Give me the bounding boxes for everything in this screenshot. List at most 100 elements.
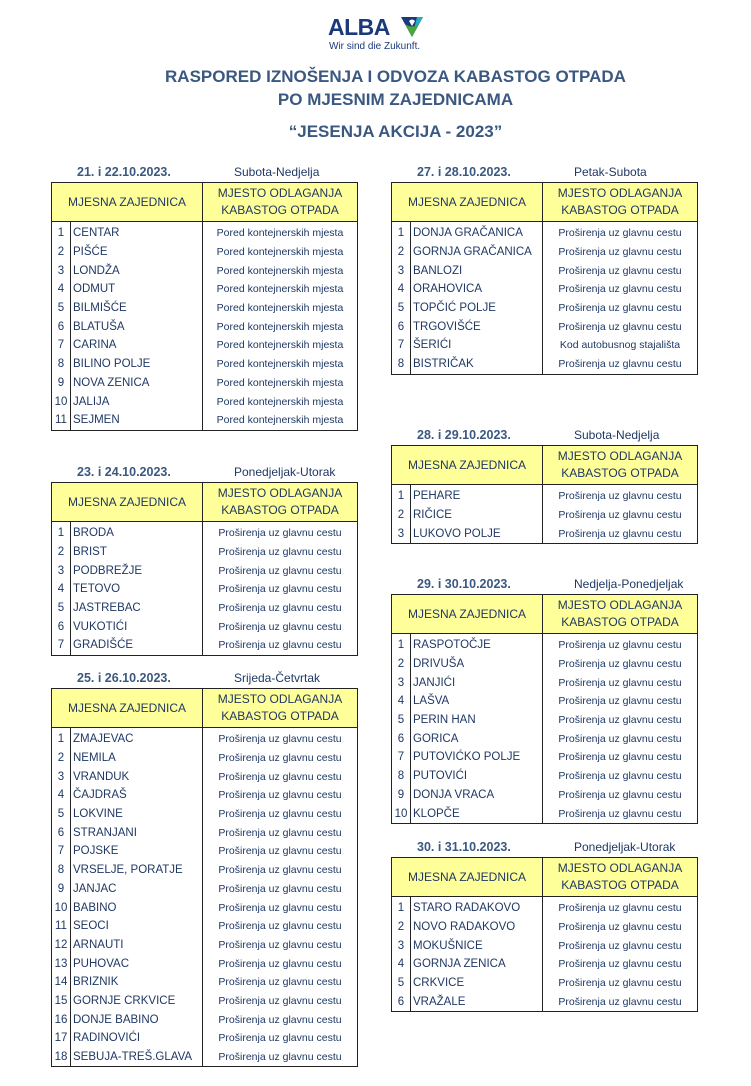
row-number: 9 <box>391 785 411 805</box>
community-name: LONDŽA <box>70 261 203 281</box>
header-place-line1: MJESTO ODLAGANJA <box>557 861 683 875</box>
community-name: POJSKE <box>70 842 203 861</box>
header-place: MJESTO ODLAGANJA KABASTOG OTPADA <box>542 857 698 897</box>
alba-logo: ALBA Wir sind die Zukunft. <box>328 14 428 54</box>
disposal-place: Proširenja uz glavnu cestu <box>218 920 342 933</box>
schedule-date: 25. i 26.10.2023. <box>77 671 171 685</box>
schedule-date: 23. i 24.10.2023. <box>77 465 171 479</box>
table-row: 2 RIČICE Proširenja uz glavnu cestu <box>391 505 698 525</box>
row-number: 9 <box>51 879 71 899</box>
table-row: 4 ODMUT Pored kontejnerskih mjesta <box>51 280 358 299</box>
schedule-table: MJESNA ZAJEDNICA MJESTO ODLAGANJA KABASTOG… <box>391 594 698 824</box>
community-name: PODBREŽJE <box>70 561 203 581</box>
row-number: 5 <box>391 298 411 318</box>
disposal-place: Proširenja uz glavnu cestu <box>218 864 342 877</box>
disposal-place: Proširenja uz glavnu cestu <box>558 977 682 990</box>
community-name: VRSELJE, PORATJE <box>70 860 203 880</box>
community-name: STRANJANI <box>70 823 203 843</box>
row-number: 6 <box>391 992 411 1012</box>
disposal-place: Proširenja uz glavnu cestu <box>218 1013 342 1026</box>
disposal-place: Proširenja uz glavnu cestu <box>218 938 342 951</box>
schedule-block: 25. i 26.10.2023. Srijeda-Četvrtak MJESNA … <box>51 668 358 1068</box>
row-number: 3 <box>391 261 411 281</box>
community-name: PUTOVIĆKO POLJE <box>410 748 543 767</box>
community-name: LOKVINE <box>70 804 203 824</box>
disposal-place: Proširenja uz glavnu cestu <box>558 902 682 915</box>
table-row: 10 KLOPČE Proširenja uz glavnu cestu <box>391 804 698 824</box>
row-number: 3 <box>391 936 411 956</box>
disposal-place: Proširenja uz glavnu cestu <box>218 882 342 895</box>
disposal-place: Proširenja uz glavnu cestu <box>558 807 682 820</box>
schedule-days: Petak-Subota <box>574 165 647 179</box>
row-number: 1 <box>391 221 411 243</box>
table-row: 6 TRGOVIŠĆE Proširenja uz glavnu cestu <box>391 317 698 337</box>
disposal-place: Proširenja uz glavnu cestu <box>218 770 342 783</box>
schedule-date: 21. i 22.10.2023. <box>77 165 171 179</box>
disposal-place: Proširenja uz glavnu cestu <box>218 994 342 1007</box>
disposal-place: Pored kontejnerskih mjesta <box>216 227 344 240</box>
disposal-place: Pored kontejnerskih mjesta <box>216 283 344 296</box>
community-name: RASPOTOČJE <box>410 633 543 655</box>
schedule-days: Nedjelja-Ponedjeljak <box>574 577 684 591</box>
community-name: DONJA GRAČANICA <box>410 221 543 243</box>
header-place-line1: MJESTO ODLAGANJA <box>557 186 683 200</box>
table-row: 18 SEBUJA-TREŠ.GLAVA Proširenja uz glavnu … <box>51 1047 358 1067</box>
community-name: SEBUJA-TREŠ.GLAVA <box>70 1047 203 1067</box>
row-number: 6 <box>51 617 71 637</box>
table-row: 5 PERIN HAN Proširenja uz glavnu cestu <box>391 710 698 730</box>
table-header-row: MJESNA ZAJEDNICA MJESTO ODLAGANJA KABASTOG… <box>391 445 698 485</box>
community-name: PUTOVIĆI <box>410 766 543 786</box>
table-row: 2 NEMILA Proširenja uz glavnu cestu <box>51 748 358 768</box>
table-row: 2 NOVO RADAKOVO Proširenja uz glavnu cestu <box>391 917 698 937</box>
header-place-line1: MJESTO ODLAGANJA <box>217 486 343 500</box>
community-name: DONJE BABINO <box>70 1010 203 1029</box>
community-name: DRIVUŠA <box>410 654 543 674</box>
row-number: 6 <box>391 317 411 337</box>
page-subtitle: “JESENJA AKCIJA - 2023” <box>288 122 503 141</box>
disposal-place: Proširenja uz glavnu cestu <box>218 564 342 577</box>
row-number: 15 <box>51 991 71 1011</box>
schedule-heading: 27. i 28.10.2023. Petak-Subota <box>391 162 698 182</box>
community-name: LAŠVA <box>410 692 543 711</box>
disposal-place: Proširenja uz glavnu cestu <box>558 939 682 952</box>
disposal-place: Proširenja uz glavnu cestu <box>558 732 682 745</box>
row-number: 2 <box>51 242 71 262</box>
disposal-place: Proširenja uz glavnu cestu <box>558 246 682 259</box>
schedule-heading: 21. i 22.10.2023. Subota-Nedjelja <box>51 162 358 182</box>
community-name: GRADIŠĆE <box>70 636 203 656</box>
table-row: 16 DONJE BABINO Proširenja uz glavnu cestu <box>51 1010 358 1029</box>
table-row: 3 JANJIĆI Proširenja uz glavnu cestu <box>391 673 698 693</box>
header-place: MJESTO ODLAGANJA KABASTOG OTPADA <box>202 688 358 728</box>
community-name: VRAŽALE <box>410 992 543 1012</box>
schedule-date: 30. i 31.10.2023. <box>417 840 511 854</box>
community-name: ARNAUTI <box>70 935 203 955</box>
table-row: 1 PEHARE Proširenja uz glavnu cestu <box>391 484 698 506</box>
table-row: 7 PUTOVIĆKO POLJE Proširenja uz glavnu ces… <box>391 748 698 767</box>
schedule-block: 28. i 29.10.2023. Subota-Nedjelja MJESNA Z… <box>391 425 698 545</box>
row-number: 5 <box>391 973 411 993</box>
schedule-heading: 30. i 31.10.2023. Ponedjeljak-Utorak <box>391 837 698 857</box>
row-number: 1 <box>391 896 411 918</box>
table-row: 8 BISTRIČAK Proširenja uz glavnu cestu <box>391 354 698 374</box>
row-number: 4 <box>391 692 411 711</box>
table-row: 6 STRANJANI Proširenja uz glavnu cestu <box>51 823 358 843</box>
table-header-row: MJESNA ZAJEDNICA MJESTO ODLAGANJA KABASTOG… <box>51 688 358 728</box>
header-place-line2: KABASTOG OTPADA <box>561 466 679 480</box>
header-place-line2: KABASTOG OTPADA <box>221 503 339 517</box>
disposal-place: Proširenja uz glavnu cestu <box>558 658 682 671</box>
row-number: 4 <box>51 786 71 805</box>
disposal-place: Proširenja uz glavnu cestu <box>558 958 682 971</box>
row-number: 7 <box>391 336 411 355</box>
table-row: 7 CARINA Pored kontejnerskih mjesta <box>51 336 358 355</box>
schedule-date: 27. i 28.10.2023. <box>417 165 511 179</box>
schedule-block: 21. i 22.10.2023. Subota-Nedjelja MJESNA Z… <box>51 162 358 431</box>
table-row: 4 GORNJA ZENICA Proširenja uz glavnu cestu <box>391 955 698 974</box>
community-name: JANJIĆI <box>410 673 543 693</box>
schedule-heading: 29. i 30.10.2023. Nedjelja-Ponedjeljak <box>391 574 698 594</box>
row-number: 1 <box>51 221 71 243</box>
header-place-line2: KABASTOG OTPADA <box>221 203 339 217</box>
table-header-row: MJESNA ZAJEDNICA MJESTO ODLAGANJA KABASTOG… <box>51 182 358 222</box>
disposal-place: Proširenja uz glavnu cestu <box>218 845 342 858</box>
disposal-place: Proširenja uz glavnu cestu <box>218 826 342 839</box>
table-row: 4 LAŠVA Proširenja uz glavnu cestu <box>391 692 698 711</box>
